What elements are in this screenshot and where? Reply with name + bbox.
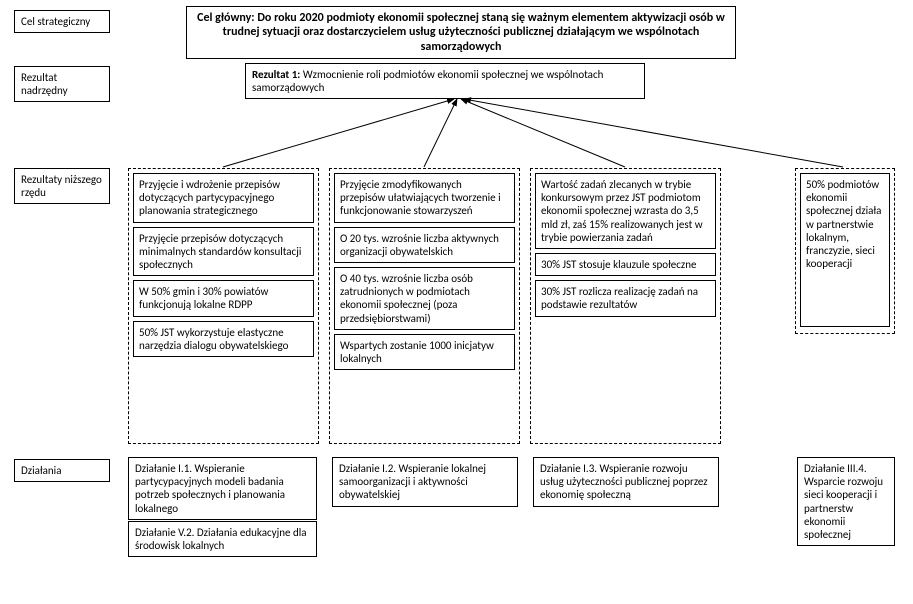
- label-text: Działania: [21, 464, 61, 477]
- text: Działanie I.2. Wspieranie lokalnej samoo…: [339, 462, 486, 501]
- text: Przyjęcie przepisów dotyczących minimaln…: [139, 232, 301, 271]
- text: 30% JST rozlicza realizację zadań na pod…: [541, 285, 698, 311]
- text: O 40 tys. wzrośnie liczba osób zatrudnio…: [340, 272, 473, 325]
- main-goal-text: Do roku 2020 podmioty ekonomii społeczne…: [223, 11, 725, 54]
- result-1: Rezultat 1: Wzmocnienie roli podmiotów e…: [245, 63, 645, 99]
- result-box: Przyjęcie przepisów dotyczących minimaln…: [133, 227, 314, 277]
- result-1-label: Rezultat 1:: [252, 68, 300, 81]
- text: Działanie V.2. Działania edukacyjne dla …: [135, 526, 307, 552]
- result-box: Wspartych zostanie 1000 inicjatyw lokaln…: [334, 334, 515, 370]
- text: Działanie III.4. Wsparcie rozwoju sieci …: [804, 462, 883, 541]
- text: Wspartych zostanie 1000 inicjatyw lokaln…: [340, 339, 494, 365]
- results-group-4: 50% podmiotów ekonomii społecznej działa…: [795, 168, 895, 334]
- results-group-3: Wartość zadań zlecanych w trybie konkurs…: [530, 168, 721, 444]
- results-group-1: Przyjęcie i wdrożenie przepisów dotycząc…: [128, 168, 319, 444]
- label-lower-results: Rezultaty niższego rzędu: [14, 168, 110, 204]
- action-box-4: Działanie I.3. Wspieranie rozwoju usług …: [533, 457, 719, 507]
- text: Przyjęcie i wdrożenie przepisów dotycząc…: [139, 178, 280, 217]
- result-box: Wartość zadań zlecanych w trybie konkurs…: [535, 173, 716, 249]
- text: 50% JST wykorzystuje elastyczne narzędzi…: [139, 326, 288, 352]
- action-box-2: Działanie V.2. Działania edukacyjne dla …: [128, 521, 317, 557]
- label-actions: Działania: [14, 459, 110, 482]
- result-box: W 50% gmin i 30% powiatów funkcjonują lo…: [133, 280, 314, 316]
- result-box: 50% podmiotów ekonomii społecznej działa…: [800, 173, 890, 327]
- results-group-2: Przyjęcie zmodyfikowanych przepisów ułat…: [329, 168, 520, 444]
- main-goal-label: Cel główny:: [197, 11, 255, 25]
- label-text: Rezultaty niższego rzędu: [21, 173, 102, 199]
- result-box: 30% JST stosuje klauzule społeczne: [535, 253, 716, 276]
- text: 30% JST stosuje klauzule społeczne: [541, 258, 697, 271]
- result-box: 50% JST wykorzystuje elastyczne narzędzi…: [133, 321, 314, 357]
- label-superordinate-result: Rezultat nadrzędny: [14, 66, 110, 102]
- result-box: O 40 tys. wzrośnie liczba osób zatrudnio…: [334, 267, 515, 330]
- action-box-5: Działanie III.4. Wsparcie rozwoju sieci …: [797, 457, 895, 546]
- result-box: 30% JST rozlicza realizację zadań na pod…: [535, 280, 716, 316]
- text: Działanie I.1. Wspieranie partycypacyjny…: [135, 462, 285, 515]
- label-text: Rezultat nadrzędny: [21, 71, 68, 97]
- label-strategic-goal: Cel strategiczny: [14, 10, 110, 33]
- result-box: Przyjęcie i wdrożenie przepisów dotycząc…: [133, 173, 314, 223]
- action-box-1: Działanie I.1. Wspieranie partycypacyjny…: [128, 457, 317, 520]
- text: Działanie I.3. Wspieranie rozwoju usług …: [540, 462, 708, 501]
- text: O 20 tys. wzrośnie liczba aktywnych orga…: [340, 232, 499, 258]
- text: Wartość zadań zlecanych w trybie konkurs…: [541, 178, 703, 244]
- result-1-text: Wzmocnienie roli podmiotów ekonomii społ…: [252, 68, 603, 94]
- main-goal: Cel główny: Do roku 2020 podmioty ekonom…: [186, 6, 736, 59]
- text: Przyjęcie zmodyfikowanych przepisów ułat…: [340, 178, 501, 217]
- result-box: O 20 tys. wzrośnie liczba aktywnych orga…: [334, 227, 515, 263]
- text: W 50% gmin i 30% powiatów funkcjonują lo…: [139, 285, 268, 311]
- result-box: Przyjęcie zmodyfikowanych przepisów ułat…: [334, 173, 515, 223]
- label-text: Cel strategiczny: [21, 15, 90, 28]
- text: 50% podmiotów ekonomii społecznej działa…: [806, 178, 881, 270]
- action-box-3: Działanie I.2. Wspieranie lokalnej samoo…: [332, 457, 518, 507]
